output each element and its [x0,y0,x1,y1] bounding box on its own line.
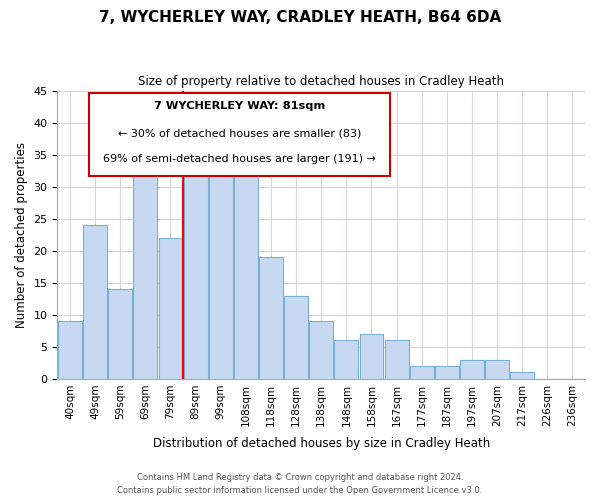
Bar [133,168,157,379]
Text: ← 30% of detached houses are smaller (83): ← 30% of detached houses are smaller (83… [118,128,361,138]
Bar [58,321,82,379]
Title: Size of property relative to detached houses in Cradley Heath: Size of property relative to detached ho… [138,75,504,88]
Bar [460,360,484,379]
Bar [259,257,283,379]
Text: 7 WYCHERLEY WAY: 81sqm: 7 WYCHERLEY WAY: 81sqm [154,100,325,110]
Bar [309,321,333,379]
Text: Contains HM Land Registry data © Crown copyright and database right 2024.
Contai: Contains HM Land Registry data © Crown c… [118,474,482,495]
FancyBboxPatch shape [89,94,390,176]
Bar [83,225,107,379]
Text: 7, WYCHERLEY WAY, CRADLEY HEATH, B64 6DA: 7, WYCHERLEY WAY, CRADLEY HEATH, B64 6DA [99,10,501,25]
Bar [410,366,434,379]
Bar [184,148,208,379]
Bar [435,366,459,379]
Bar [209,174,233,379]
Bar [385,340,409,379]
Y-axis label: Number of detached properties: Number of detached properties [15,142,28,328]
Bar [485,360,509,379]
Bar [334,340,358,379]
X-axis label: Distribution of detached houses by size in Cradley Heath: Distribution of detached houses by size … [152,437,490,450]
Bar [510,372,534,379]
Bar [284,296,308,379]
Bar [158,238,182,379]
Bar [359,334,383,379]
Bar [234,161,258,379]
Text: 69% of semi-detached houses are larger (191) →: 69% of semi-detached houses are larger (… [103,154,376,164]
Bar [108,289,132,379]
